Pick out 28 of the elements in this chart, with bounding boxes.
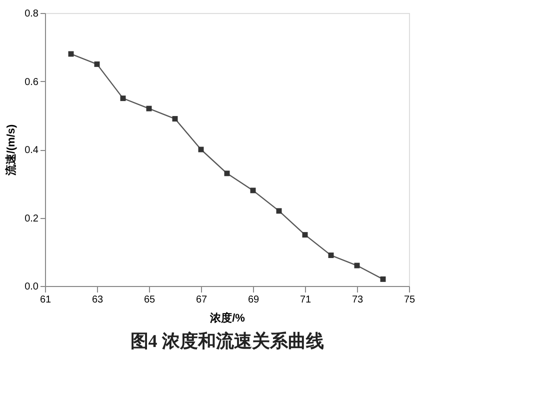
point [276, 208, 282, 214]
point [328, 252, 334, 258]
x-tick-label: 69 [248, 294, 260, 306]
point [380, 276, 386, 282]
point [120, 96, 126, 102]
x-tick-label: 67 [196, 294, 208, 306]
x-axis-title: 浓度/% [209, 312, 246, 324]
y-tick-label: 0.0 [24, 282, 39, 292]
y-tick-label: 0.6 [24, 76, 39, 88]
point [172, 116, 178, 122]
point [94, 61, 100, 67]
y-tick-label: 0.2 [24, 213, 39, 224]
y-tick-label: 0.8 [24, 8, 39, 20]
x-tick-label: 73 [352, 294, 364, 306]
x-tick-label: 75 [404, 294, 416, 306]
x-tick-label: 61 [40, 294, 52, 306]
x-tick-label: 65 [144, 294, 156, 306]
point [146, 106, 152, 112]
point [68, 51, 74, 57]
point [302, 232, 308, 238]
point [224, 170, 230, 176]
point [354, 262, 360, 268]
y-axis-title: 流速/(m/s) [4, 124, 18, 177]
x-tick-label: 71 [300, 294, 312, 306]
text: 图4 浓度和流速关系曲线 [130, 331, 324, 351]
x-tick-label: 63 [92, 294, 104, 306]
y-tick-label: 0.4 [24, 145, 39, 156]
point [250, 188, 256, 194]
